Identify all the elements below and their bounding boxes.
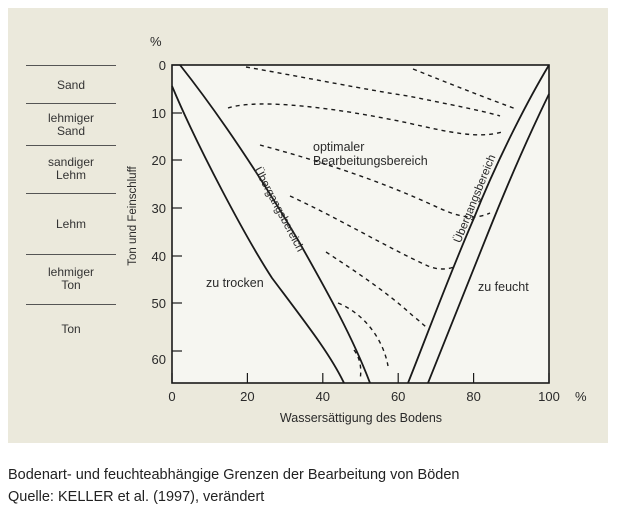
dashed-isoline xyxy=(289,195,457,270)
soil-divider xyxy=(26,145,116,146)
y-tick-label: 10 xyxy=(152,106,166,121)
caption-line-2: Quelle: KELLER et al. (1997), verändert xyxy=(8,489,265,505)
y-axis xyxy=(172,64,182,352)
region-label-dry: zu trocken xyxy=(206,276,264,290)
y-tick-label: 20 xyxy=(152,153,166,168)
soil-class-lehm: Lehm xyxy=(55,217,87,231)
wet-outer-boundary xyxy=(427,93,550,384)
soil-divider xyxy=(26,304,116,305)
dashed-isoline xyxy=(259,144,491,218)
y-tick-label: 0 xyxy=(159,58,166,73)
region-label-wet: zu feucht xyxy=(478,280,529,294)
x-axis-label: Wassersättigung des Bodens xyxy=(280,411,442,425)
plot-area xyxy=(171,64,550,384)
dry-inner-boundary xyxy=(179,64,371,384)
dashed-isoline xyxy=(337,302,389,367)
dashed-isoline xyxy=(412,68,517,110)
region-label-optimal: optimaler Bearbeitungsbereich xyxy=(313,140,428,168)
x-tick-label: 20 xyxy=(240,389,254,404)
y-tick-label: 50 xyxy=(152,296,166,311)
dashed-isoline xyxy=(325,251,429,329)
soil-divider xyxy=(26,65,116,66)
y-tick-label: 40 xyxy=(152,249,166,264)
soil-divider xyxy=(26,193,116,194)
dashed-isoline xyxy=(227,103,503,136)
x-tick-label: 100 xyxy=(538,389,560,404)
dashed-isoline xyxy=(245,66,501,117)
x-tick-label: 60 xyxy=(391,389,405,404)
wet-inner-boundary xyxy=(407,64,550,384)
caption-line-1: Bodenart- und feuchteabhängige Grenzen d… xyxy=(8,467,460,483)
soil-class-lehmiger-sand: lehmiger Sand xyxy=(47,111,95,138)
soil-divider xyxy=(26,103,116,104)
soil-class-sandiger-lehm: sandiger Lehm xyxy=(47,155,95,182)
y-tick-label: 60 xyxy=(152,352,166,367)
soil-class-sand: Sand xyxy=(56,78,86,92)
dry-outer-boundary xyxy=(171,85,345,384)
dashed-isoline xyxy=(353,349,362,381)
figure-panel: Sand lehmiger Sand sandiger Lehm Lehm le… xyxy=(8,8,608,443)
x-tick-label: 0 xyxy=(168,389,175,404)
x-axis xyxy=(171,373,550,383)
diagram: 0 10 20 30 40 50 60 % Ton und Feinschluf… xyxy=(127,34,587,425)
y-tick-label: 30 xyxy=(152,201,166,216)
y-unit: % xyxy=(150,34,162,49)
soil-class-lehmiger-ton: lehmiger Ton xyxy=(47,265,95,292)
y-axis-label: Ton und Feinschluff xyxy=(127,165,139,265)
soil-class-ton: Ton xyxy=(61,322,81,336)
soil-divider xyxy=(26,254,116,255)
x-unit: % xyxy=(575,389,587,404)
x-tick-label: 80 xyxy=(466,389,480,404)
x-tick-label: 40 xyxy=(316,389,330,404)
